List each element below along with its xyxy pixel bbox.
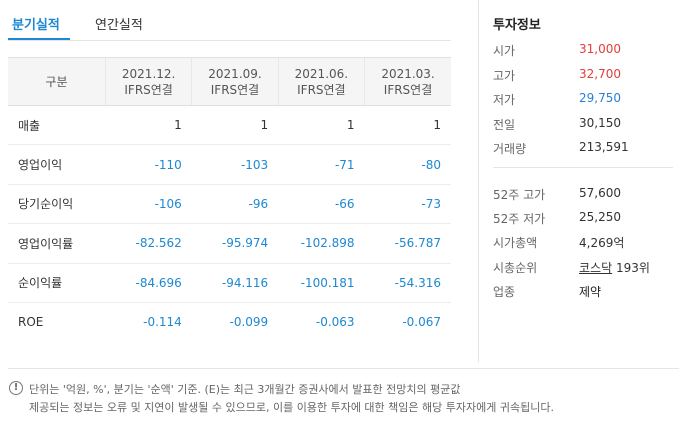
table-cell: -82.562 [105, 223, 192, 264]
table-cell: 1 [278, 105, 365, 146]
table-cell: 1 [364, 105, 451, 146]
table-cell: -0.067 [402, 315, 441, 330]
investment-info-panel: 투자정보 시가 31,000 고가 32,700 저가 29,750 전일 30… [479, 0, 687, 362]
column-basis: IFRS연결 [297, 82, 346, 97]
sector-link[interactable]: 제약 [579, 285, 602, 299]
info-key: 고가 [493, 69, 516, 83]
earnings-tabs: 분기실적 연간실적 [0, 0, 478, 42]
column-basis: IFRS연결 [124, 82, 173, 97]
info-key: 거래량 [493, 142, 527, 156]
info-value: 57,600 [579, 186, 621, 200]
table-cell: -110 [105, 144, 192, 185]
tab-quarterly[interactable]: 분기실적 [12, 18, 60, 33]
column-header: 2021.03. IFRS연결 [364, 57, 451, 106]
row-label: 당기순이익 [8, 184, 106, 225]
table-row: 순이익률 -84.696 -94.116 -100.181 -54.316 [8, 263, 451, 303]
column-header: 2021.12. IFRS연결 [104, 57, 192, 106]
info-key: 저가 [493, 93, 516, 107]
column-basis: IFRS연결 [210, 82, 260, 97]
table-cell: -103 [191, 144, 279, 185]
table-header-row: 구분 2021.12. IFRS연결 2021.09. IFRS연결 2021.06… [8, 57, 451, 106]
table-cell: -106 [105, 184, 192, 225]
table-cell: -102.898 [278, 223, 365, 264]
table-cell: 1 [105, 105, 192, 146]
tab-annual[interactable]: 연간실적 [95, 18, 143, 33]
table-cell: -0.114 [143, 315, 182, 330]
table-row: 영업이익률 -82.562 -95.974 -102.898 -56.787 [8, 223, 451, 264]
column-basis: IFRS연결 [383, 82, 433, 97]
table-cell: -100.181 [278, 263, 365, 303]
info-key: 52주 저가 [493, 212, 546, 226]
info-key: 업종 [493, 285, 516, 299]
rank-value: 193위 [615, 261, 650, 275]
table-cell: -84.696 [105, 263, 192, 303]
table-cell: -94.116 [191, 263, 279, 303]
info-key: 시가 [493, 44, 516, 58]
table-row: 매출 1 1 1 1 [8, 105, 451, 146]
column-date: 2021.06. [294, 66, 349, 81]
info-key: 52주 고가 [493, 188, 546, 202]
earnings-panel: 분기실적 연간실적 구분 2021.12. IFRS연결 2021.09. IFRS… [0, 0, 478, 342]
table-cell: -0.099 [229, 315, 269, 330]
table-cell: -66 [278, 184, 365, 225]
table-cell: -96 [191, 184, 279, 225]
info-value: 코스닥 193위 [579, 259, 650, 276]
column-date: 2021.03. [381, 66, 435, 81]
info-value: 32,700 [579, 67, 621, 81]
market-link[interactable]: 코스닥 [579, 261, 613, 275]
row-label: ROE [18, 315, 44, 330]
column-date: 2021.09. [208, 66, 262, 81]
info-value: 25,250 [579, 210, 621, 224]
earnings-table: 구분 2021.12. IFRS연결 2021.09. IFRS연결 2021.06… [8, 57, 451, 342]
row-label: 매출 [8, 105, 106, 146]
column-header: 2021.09. IFRS연결 [191, 57, 279, 106]
footer-divider [8, 368, 679, 369]
panel-divider [478, 0, 479, 362]
info-value: 4,269억 [579, 236, 625, 250]
info-value: 30,150 [579, 116, 621, 130]
row-label: 순이익률 [8, 263, 106, 303]
column-date: 2021.12. [121, 66, 176, 81]
table-row: 영업이익 -110 -103 -71 -80 [8, 144, 451, 185]
info-key: 전일 [493, 118, 516, 132]
table-cell: -71 [278, 144, 365, 185]
info-key: 시총순위 [493, 261, 538, 275]
footer-note-line2: 제공되는 정보는 오류 및 지연이 발생될 수 있으므로, 이를 이용한 투자에… [29, 401, 554, 414]
table-cell: -80 [364, 144, 451, 185]
header-label: 구분 [8, 57, 106, 106]
info-value: 213,591 [579, 140, 629, 154]
tab-divider [8, 40, 451, 41]
row-label: 영업이익 [8, 144, 106, 185]
row-label: 영업이익률 [8, 223, 106, 264]
table-cell: -95.974 [191, 223, 279, 264]
table-cell: -73 [364, 184, 451, 225]
footer-note-line1: 단위는 '억원, %', 분기는 '순액' 기준. (E)는 최근 3개월간 증… [29, 383, 461, 396]
table-cell: -56.787 [364, 223, 451, 264]
info-divider [493, 167, 673, 168]
info-value: 31,000 [579, 42, 621, 56]
table-cell: -54.316 [364, 263, 451, 303]
table-row: 당기순이익 -106 -96 -66 -73 [8, 184, 451, 225]
table-cell: -0.063 [315, 315, 355, 330]
active-tab-indicator [8, 38, 70, 40]
investment-info-title: 투자정보 [493, 18, 541, 33]
info-key: 시가총액 [493, 236, 538, 250]
column-header: 2021.06. IFRS연결 [277, 57, 365, 106]
notice-icon: ! [9, 381, 23, 395]
table-cell: 1 [191, 105, 279, 146]
info-value: 29,750 [579, 91, 621, 105]
table-row: ROE -0.114 -0.099 -0.063 -0.067 [8, 302, 451, 341]
